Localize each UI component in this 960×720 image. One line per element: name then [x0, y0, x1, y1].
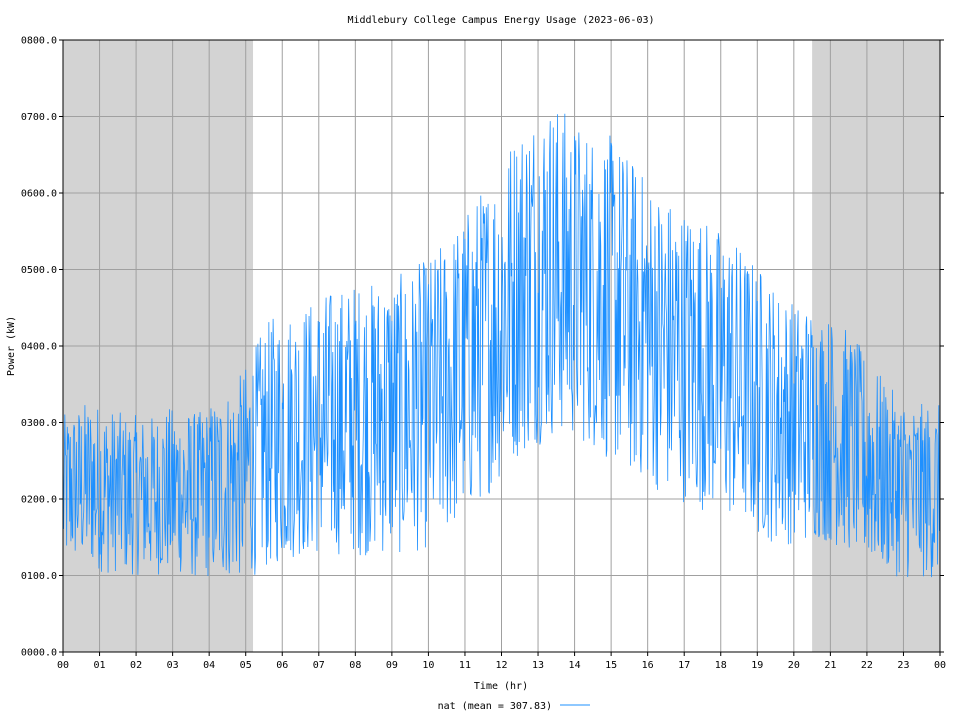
- x-tick-label: 19: [751, 660, 763, 671]
- x-tick-label: 07: [313, 660, 325, 671]
- x-tick-label: 11: [459, 660, 471, 671]
- x-tick-label: 06: [276, 660, 288, 671]
- y-tick-label: 0200.0: [21, 495, 57, 506]
- x-tick-label: 08: [349, 660, 361, 671]
- x-tick-label: 00: [57, 660, 69, 671]
- y-tick-label: 0600.0: [21, 189, 57, 200]
- x-tick-label: 16: [642, 660, 654, 671]
- y-tick-label: 0500.0: [21, 265, 57, 276]
- x-tick-label: 00: [934, 660, 946, 671]
- chart-title: Middlebury College Campus Energy Usage (…: [347, 15, 654, 26]
- x-tick-label: 14: [569, 660, 581, 671]
- x-tick-label: 12: [495, 660, 507, 671]
- y-axis-label: Power (kW): [6, 316, 17, 376]
- x-tick-label: 22: [861, 660, 873, 671]
- x-tick-label: 09: [386, 660, 398, 671]
- x-tick-label: 10: [422, 660, 434, 671]
- x-tick-label: 03: [167, 660, 179, 671]
- y-tick-label: 0300.0: [21, 418, 57, 429]
- x-tick-label: 15: [605, 660, 617, 671]
- x-tick-label: 02: [130, 660, 142, 671]
- y-tick-label: 0000.0: [21, 648, 57, 659]
- y-tick-label: 0100.0: [21, 571, 57, 582]
- x-tick-label: 20: [788, 660, 800, 671]
- legend-label: nat (mean = 307.83): [438, 701, 552, 712]
- y-axis-ticks: 0000.0 0100.0 0200.0 0300.0 0400.0 0500.0 0600…: [21, 36, 944, 659]
- series-line: [62, 113, 941, 578]
- series-nat: [62, 113, 941, 578]
- y-tick-label: 0800.0: [21, 36, 57, 47]
- x-axis-label: Time (hr): [474, 681, 528, 692]
- x-tick-label: 01: [94, 660, 106, 671]
- x-tick-label: 21: [824, 660, 836, 671]
- x-axis-ticks: 00 01 02 03 04 05 06 07 08 09 10 11 12 13 14 15 16 17 18 19…: [57, 652, 946, 671]
- y-tick-label: 0700.0: [21, 112, 57, 123]
- x-tick-label: 17: [678, 660, 690, 671]
- x-tick-label: 05: [240, 660, 252, 671]
- x-tick-label: 04: [203, 660, 215, 671]
- x-tick-label: 13: [532, 660, 544, 671]
- y-tick-label: 0400.0: [21, 342, 57, 353]
- x-tick-label: 18: [715, 660, 727, 671]
- legend: nat (mean = 307.83): [438, 701, 590, 712]
- x-tick-label: 23: [897, 660, 909, 671]
